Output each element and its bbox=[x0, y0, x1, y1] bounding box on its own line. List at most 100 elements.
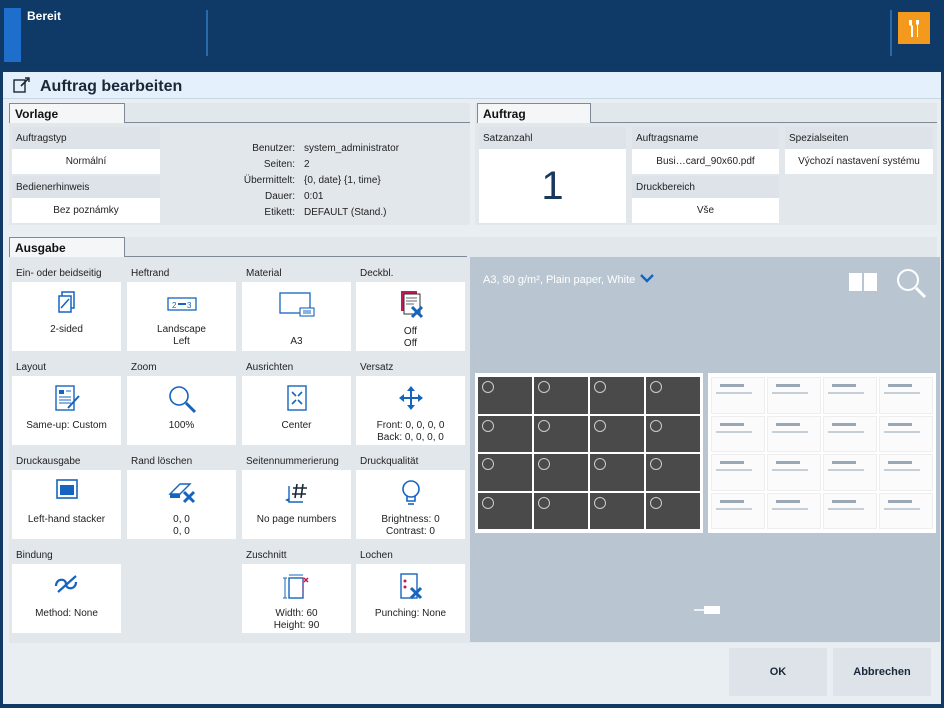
move-arrows-icon bbox=[397, 384, 425, 410]
top-status-bar: Bereit bbox=[0, 0, 944, 70]
card bbox=[767, 415, 821, 452]
printer-status: Bereit bbox=[27, 9, 62, 23]
page-numbering-tile[interactable]: No page numbers bbox=[242, 470, 351, 539]
job-metadata: Benutzer: system_administrator Seiten: 2 Ü… bbox=[157, 143, 399, 223]
card bbox=[646, 377, 700, 414]
print-preview: A3, 80 g/m², Plain paper, White bbox=[470, 257, 940, 642]
card bbox=[879, 492, 933, 529]
tile-label: Zuschnitt bbox=[246, 550, 287, 561]
bedienerhinweis-label: Bedienerhinweis bbox=[12, 176, 160, 198]
tile-label: Zoom bbox=[131, 362, 157, 373]
card bbox=[767, 377, 821, 414]
card bbox=[478, 454, 532, 491]
media-info: A3, 80 g/m², Plain paper, White bbox=[483, 273, 636, 286]
meta-row: Übermittelt: {0, date} {1, time} bbox=[243, 175, 381, 186]
center-align-icon bbox=[286, 384, 308, 411]
print-quality-tile[interactable]: Brightness: 0 Contrast: 0 bbox=[356, 470, 465, 539]
card bbox=[646, 454, 700, 491]
druckbereich-value[interactable]: Vše bbox=[632, 198, 779, 223]
punch-off-icon bbox=[397, 572, 425, 600]
divider bbox=[890, 10, 892, 56]
tile-label: Ausrichten bbox=[246, 362, 294, 373]
auftragsname-value[interactable]: Busi…card_90x60.pdf bbox=[632, 149, 779, 174]
trim-tile[interactable]: Width: 60 Height: 90 bbox=[242, 564, 351, 633]
layout-tile[interactable]: Same-up: Custom bbox=[12, 376, 121, 445]
card-grid bbox=[711, 377, 933, 529]
media-selector[interactable]: A3, 80 g/m², Plain paper, White bbox=[483, 273, 655, 286]
card bbox=[590, 377, 644, 414]
card-grid bbox=[478, 377, 700, 529]
book-view-icon[interactable] bbox=[847, 271, 879, 298]
ok-button[interactable]: OK bbox=[729, 648, 827, 696]
light-bulb-icon bbox=[400, 478, 422, 505]
satzanzahl-value[interactable]: 1 bbox=[479, 149, 626, 223]
magnifier-icon bbox=[167, 384, 197, 414]
stacker-icon bbox=[55, 478, 79, 504]
card bbox=[823, 377, 877, 414]
divider bbox=[125, 256, 467, 257]
tile-label: Seitennummerierung bbox=[246, 456, 339, 467]
edge-erase-tile[interactable]: 0, 0 0, 0 bbox=[127, 470, 236, 539]
auftragstyp-value[interactable]: Normální bbox=[12, 149, 160, 174]
paper-sheet-icon bbox=[278, 290, 316, 317]
tab-vorlage[interactable]: Vorlage bbox=[9, 103, 125, 123]
covers-tile[interactable]: Off Off bbox=[356, 282, 465, 351]
media-tile[interactable]: A3 bbox=[242, 282, 351, 351]
card bbox=[711, 454, 765, 491]
svg-text:2: 2 bbox=[172, 301, 177, 310]
chevron-down-icon bbox=[639, 273, 655, 286]
alignment-tile[interactable]: Center bbox=[242, 376, 351, 445]
spezialseiten-value[interactable]: Výchozí nastavení systému bbox=[785, 149, 933, 174]
duplex-tile[interactable]: 2-sided bbox=[12, 282, 121, 351]
tile-label: Lochen bbox=[360, 550, 393, 561]
tab-ausgabe[interactable]: Ausgabe bbox=[9, 237, 125, 257]
divider bbox=[125, 122, 470, 123]
card bbox=[823, 454, 877, 491]
tile-label: Material bbox=[246, 268, 282, 279]
tab-auftrag[interactable]: Auftrag bbox=[477, 103, 591, 123]
tile-label: Druckausgabe bbox=[16, 456, 81, 467]
meta-row: Seiten: 2 bbox=[263, 159, 310, 170]
card bbox=[590, 415, 644, 452]
vorlage-panel: Vorlage Auftragstyp Normální Bedienerhin… bbox=[9, 103, 470, 225]
card bbox=[767, 492, 821, 529]
tile-label: Rand löschen bbox=[131, 456, 193, 467]
zoom-tile[interactable]: 100% bbox=[127, 376, 236, 445]
zoom-magnifier-icon[interactable] bbox=[895, 267, 927, 304]
duplex-icon bbox=[56, 290, 78, 316]
card bbox=[711, 377, 765, 414]
card bbox=[767, 454, 821, 491]
auftragsname-label: Auftragsname bbox=[632, 127, 779, 149]
bedienerhinweis-value[interactable]: Bez poznámky bbox=[12, 198, 160, 223]
cancel-button[interactable]: Abbrechen bbox=[833, 648, 931, 696]
covers-off-icon bbox=[397, 290, 425, 319]
card bbox=[478, 492, 532, 529]
card bbox=[590, 454, 644, 491]
wrench-icon[interactable] bbox=[898, 12, 930, 44]
meta-row: Benutzer: system_administrator bbox=[252, 143, 400, 154]
feed-direction-icon bbox=[692, 603, 722, 621]
dialog-titlebar: Auftrag bearbeiten bbox=[3, 72, 941, 99]
card bbox=[879, 377, 933, 414]
card bbox=[711, 415, 765, 452]
offset-tile[interactable]: Front: 0, 0, 0, 0 Back: 0, 0, 0, 0 bbox=[356, 376, 465, 445]
auftragstyp-label: Auftragstyp bbox=[12, 127, 160, 149]
auftrag-panel: Auftrag Satzanzahl 1 Auftragsname Busi…c… bbox=[475, 103, 937, 225]
punching-tile[interactable]: Punching: None bbox=[356, 564, 465, 633]
status-indicator bbox=[4, 8, 21, 62]
eraser-icon bbox=[166, 478, 198, 504]
card bbox=[534, 454, 588, 491]
binding-tile[interactable]: Method: None bbox=[12, 564, 121, 633]
satzanzahl-label: Satzanzahl bbox=[479, 127, 626, 149]
tile-label: Layout bbox=[16, 362, 47, 373]
divider bbox=[591, 122, 937, 123]
dialog-title: Auftrag bearbeiten bbox=[40, 78, 183, 95]
preview-sheet-front bbox=[475, 373, 703, 533]
tile-label: Druckqualität bbox=[360, 456, 419, 467]
binding-off-icon bbox=[52, 572, 82, 598]
tile-label: Ein- oder beidseitig bbox=[16, 268, 102, 279]
output-location-tile[interactable]: Left-hand stacker bbox=[12, 470, 121, 539]
card bbox=[478, 415, 532, 452]
